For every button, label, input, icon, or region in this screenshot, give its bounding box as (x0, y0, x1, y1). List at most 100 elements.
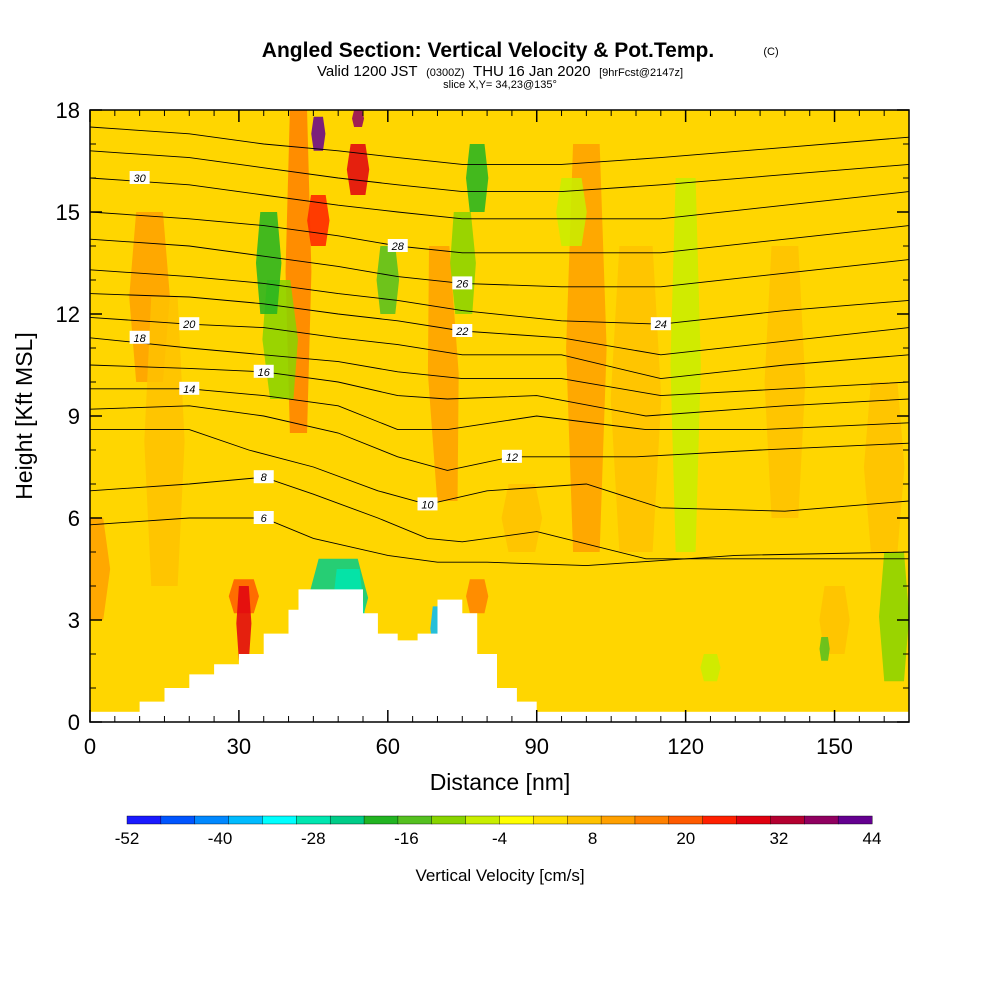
velocity-cell (376, 246, 400, 314)
y-axis-label: Height [Kft MSL] (11, 332, 37, 499)
isotherm-label-box (452, 276, 473, 290)
isotherm-labels: 6 8 10 12 14 16 18 20 22 24 26 28 30 (129, 171, 671, 525)
isotherm-label-box (501, 449, 522, 463)
isotherm-line (90, 388, 909, 431)
colorbar-tick-label: -4 (492, 829, 507, 848)
subtitle-date: THU 16 Jan 2020 (473, 63, 591, 80)
isotherm-label: 10 (421, 499, 434, 511)
velocity-cell (879, 552, 909, 682)
isotherm-label: 16 (258, 367, 271, 379)
y-tick-label: 9 (68, 404, 80, 429)
isotherm-line (90, 177, 909, 220)
colorbar-swatch (600, 815, 636, 825)
colorbar-swatch (668, 815, 704, 825)
isotherm-label-box (253, 364, 274, 378)
isotherm-label-box (253, 470, 274, 484)
y-tick-label: 12 (56, 302, 80, 327)
y-tick-label: 6 (68, 506, 80, 531)
velocity-cell (466, 579, 489, 614)
colorbar-tick-label: 8 (588, 829, 597, 848)
isotherm-line (90, 405, 909, 471)
isotherm-label: 30 (134, 173, 147, 185)
ground-strip (90, 711, 909, 722)
x-tick-label: 60 (376, 734, 400, 759)
colorbar-label: Vertical Velocity [cm/s] (415, 866, 584, 885)
velocity-cell (501, 484, 543, 552)
y-axis: 0 3 6 9 12 15 18 (56, 98, 909, 735)
x-tick-label: 30 (227, 734, 251, 759)
isotherm-label: 8 (261, 472, 268, 484)
isotherm-line (90, 337, 909, 397)
colorbar-swatch (126, 815, 162, 825)
x-tick-label: 150 (816, 734, 853, 759)
isotherm-label-box (417, 497, 438, 511)
colorbar-swatch (804, 815, 839, 825)
isotherm-line (90, 316, 909, 380)
colorbar-tick-label: -40 (208, 829, 233, 848)
y-tick-label: 15 (56, 200, 80, 225)
colorbar-swatch (431, 815, 467, 825)
y-tick-label: 0 (68, 710, 80, 735)
isotherm-line (90, 238, 909, 288)
isotherm-label-box (253, 511, 274, 524)
velocity-cell (236, 586, 252, 661)
colorbar-swatch (837, 815, 873, 825)
colorbar-swatch (228, 815, 263, 825)
velocity-cell (307, 195, 330, 246)
isotherm-lines (90, 126, 909, 567)
colorbar-swatch (736, 815, 771, 825)
colorbar-tick-label: 20 (676, 829, 695, 848)
chart-subtitle: Valid 1200 JST (0300Z) THU 16 Jan 2020 [… (317, 63, 683, 80)
isotherm-line (90, 150, 909, 193)
isotherm-label: 28 (391, 241, 405, 253)
colorbar-swatch (634, 815, 670, 825)
velocity-cell (352, 110, 365, 127)
subtitle-forecast: [9hrFcst@2147z] (599, 67, 683, 79)
subtitle-utc: (0300Z) (426, 67, 465, 79)
chart-title: Angled Section: Vertical Velocity & Pot.… (262, 39, 714, 62)
velocity-cell (700, 654, 721, 682)
colorbar-tick-label: 32 (769, 829, 788, 848)
velocity-cell (465, 144, 489, 212)
velocity-cell (255, 212, 282, 314)
colorbar-swatch (262, 815, 297, 825)
x-tick-label: 90 (524, 734, 548, 759)
isotherm-line (90, 364, 909, 417)
isotherm-line (90, 517, 909, 567)
isotherm-label-box (179, 381, 200, 395)
colorbar-tick-label: -52 (115, 829, 140, 848)
colorbar-swatch (296, 815, 331, 825)
x-tick-label: 0 (84, 734, 96, 759)
slice-info: slice X,Y= 34,23@135° (443, 79, 557, 91)
isotherm-label: 14 (183, 384, 195, 396)
colorbar-tick-label: 44 (863, 829, 882, 848)
colorbar-tick-label: -16 (394, 829, 419, 848)
colorbar-swatch (194, 815, 230, 825)
isotherm-label-box (387, 239, 408, 252)
y-tick-label: 18 (56, 98, 80, 123)
velocity-cell (311, 116, 326, 151)
isotherm-label: 20 (182, 319, 196, 331)
isotherm-line (90, 126, 909, 165)
velocity-cell (427, 246, 459, 501)
chart-title-unit: (C) (763, 46, 778, 58)
velocity-cell (144, 297, 185, 586)
colorbar-swatch (160, 815, 196, 825)
isotherm-label-box (129, 171, 150, 184)
isotherm-label: 12 (506, 452, 518, 464)
isotherm-label-box (179, 317, 200, 331)
isotherm-label: 24 (654, 319, 667, 331)
velocity-cell (450, 212, 476, 314)
isotherm-label: 6 (261, 513, 268, 525)
velocity-cell (764, 246, 806, 518)
colorbar-swatch (397, 815, 433, 825)
velocity-cell (610, 246, 662, 552)
y-tick-label: 3 (68, 608, 80, 633)
velocity-cell (556, 178, 587, 246)
isotherm-line (90, 476, 909, 560)
colorbar-tick-label: -28 (301, 829, 326, 848)
colorbar-swatch (770, 815, 805, 825)
velocity-cell (819, 637, 830, 661)
x-axis-label: Distance [nm] (430, 769, 571, 795)
